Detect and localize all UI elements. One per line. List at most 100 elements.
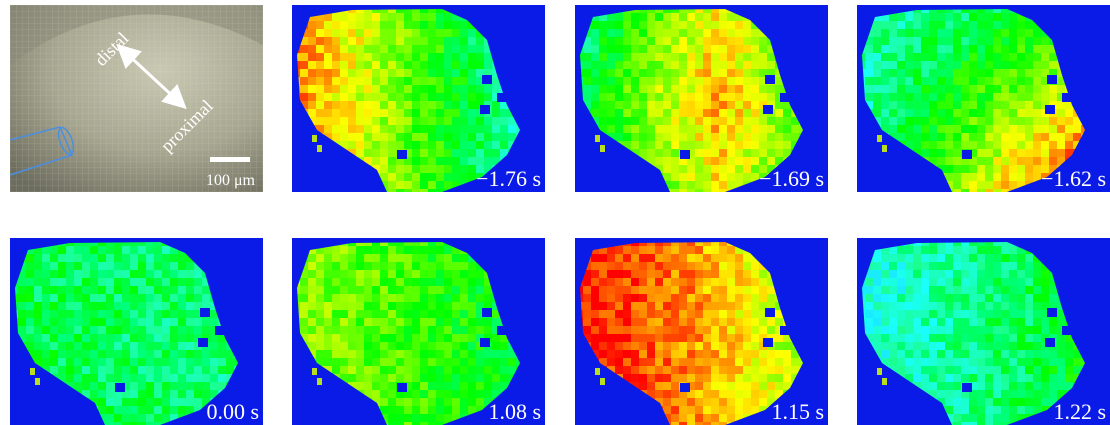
heatmap-cell [687,173,695,181]
heatmap-cell [985,37,993,45]
heatmap-cell [396,270,404,278]
heatmap-cell [703,246,711,254]
heatmap-cell [889,318,897,326]
heatmap-cell [993,45,1001,53]
heatmap-cell [122,350,130,358]
heatmap-cell [591,334,599,342]
heatmap-cell [759,85,767,93]
heatmap-cell [647,302,655,310]
heatmap-cell [364,286,372,294]
heatmap-cell [170,406,178,414]
heatmap-cell [719,374,727,382]
heatmap-cell [476,53,484,61]
heatmap-cell [881,69,889,77]
heatmap-cell [929,101,937,109]
heatmap-cell [865,77,873,85]
heatmap-cell [202,358,210,366]
heatmap-cell [703,270,711,278]
heatmap-cell [615,342,623,350]
heatmap-cell [356,334,364,342]
heatmap-cell [476,286,484,294]
heatmap-cell [751,133,759,141]
heatmap-cell [130,366,138,374]
heatmap-cell [476,270,484,278]
heatmap-cell [889,278,897,286]
heatmap-cell [921,69,929,77]
heatmap-cell [583,69,591,77]
heatmap-cell [655,141,663,149]
heatmap-cell [476,37,484,45]
heatmap-cell [607,350,615,358]
heatmap-cell [591,77,599,85]
heatmap-cell [953,149,961,157]
heatmap-cell [623,117,631,125]
heatmap-cell [452,53,460,61]
heatmap-cell [945,374,953,382]
heatmap-cell [873,302,881,310]
heatmap-cell [130,262,138,270]
heatmap-cell [468,262,476,270]
heatmap-cell [1025,117,1033,125]
heatmap-cell [468,294,476,302]
heatmap-cell [679,294,687,302]
heatmap-cell [356,358,364,366]
speck [312,135,317,142]
heatmap-cell [695,37,703,45]
heatmap-cell [671,37,679,45]
heatmap-cell [735,69,743,77]
heatmap-cell [122,246,130,254]
heatmap-cell [921,61,929,69]
heatmap-cell [759,45,767,53]
heatmap-cell [623,37,631,45]
heatmap-cell [420,398,428,406]
heatmap-cell [42,318,50,326]
heatmap-cell [412,109,420,117]
heatmap-cell [372,390,380,398]
heatmap-cell [484,350,492,358]
heatmap-cell [687,398,695,406]
heatmap-cell [34,270,42,278]
heatmap-cell [178,262,186,270]
heatmap-cell [420,374,428,382]
heatmap-cell [583,286,591,294]
heatmap-cell [1041,53,1049,61]
heatmap-cell [945,93,953,101]
heatmap-cell [316,53,324,61]
heatmap-cell [348,93,356,101]
heatmap-cell [937,286,945,294]
heatmap-cell [34,342,42,350]
heatmap-cell [428,318,436,326]
heatmap-cell [607,270,615,278]
heatmap-cell [663,350,671,358]
heatmap-cell [364,334,372,342]
heatmap-cell [444,246,452,254]
heatmap-cell [444,61,452,69]
heatmap-cell [380,318,388,326]
heatmap-cell [671,350,679,358]
heatmap-cell [711,398,719,406]
heatmap-cell [671,69,679,77]
heatmap-cell [106,334,114,342]
heatmap-cell [743,390,751,398]
heatmap-cell [138,366,146,374]
heatmap-cell [340,61,348,69]
heatmap-cell [1025,157,1033,165]
heatmap-cell [42,350,50,358]
heatmap-cell [655,69,663,77]
heatmap-cell [727,37,735,45]
heatmap-cell [873,286,881,294]
heatmap-cell [186,398,194,406]
heatmap-cell [18,294,26,302]
heatmap-cell [178,398,186,406]
heatmap-cell [1041,45,1049,53]
heatmap-cell [90,278,98,286]
heatmap-cell [647,21,655,29]
heatmap-cell [759,366,767,374]
heatmap-cell [1049,157,1057,165]
heatmap-cell [687,334,695,342]
heatmap-cell [953,141,961,149]
heatmap-cell [404,125,412,133]
heatmap-cell [1009,29,1017,37]
heatmap-cell [1017,101,1025,109]
heatmap-cell [388,133,396,141]
